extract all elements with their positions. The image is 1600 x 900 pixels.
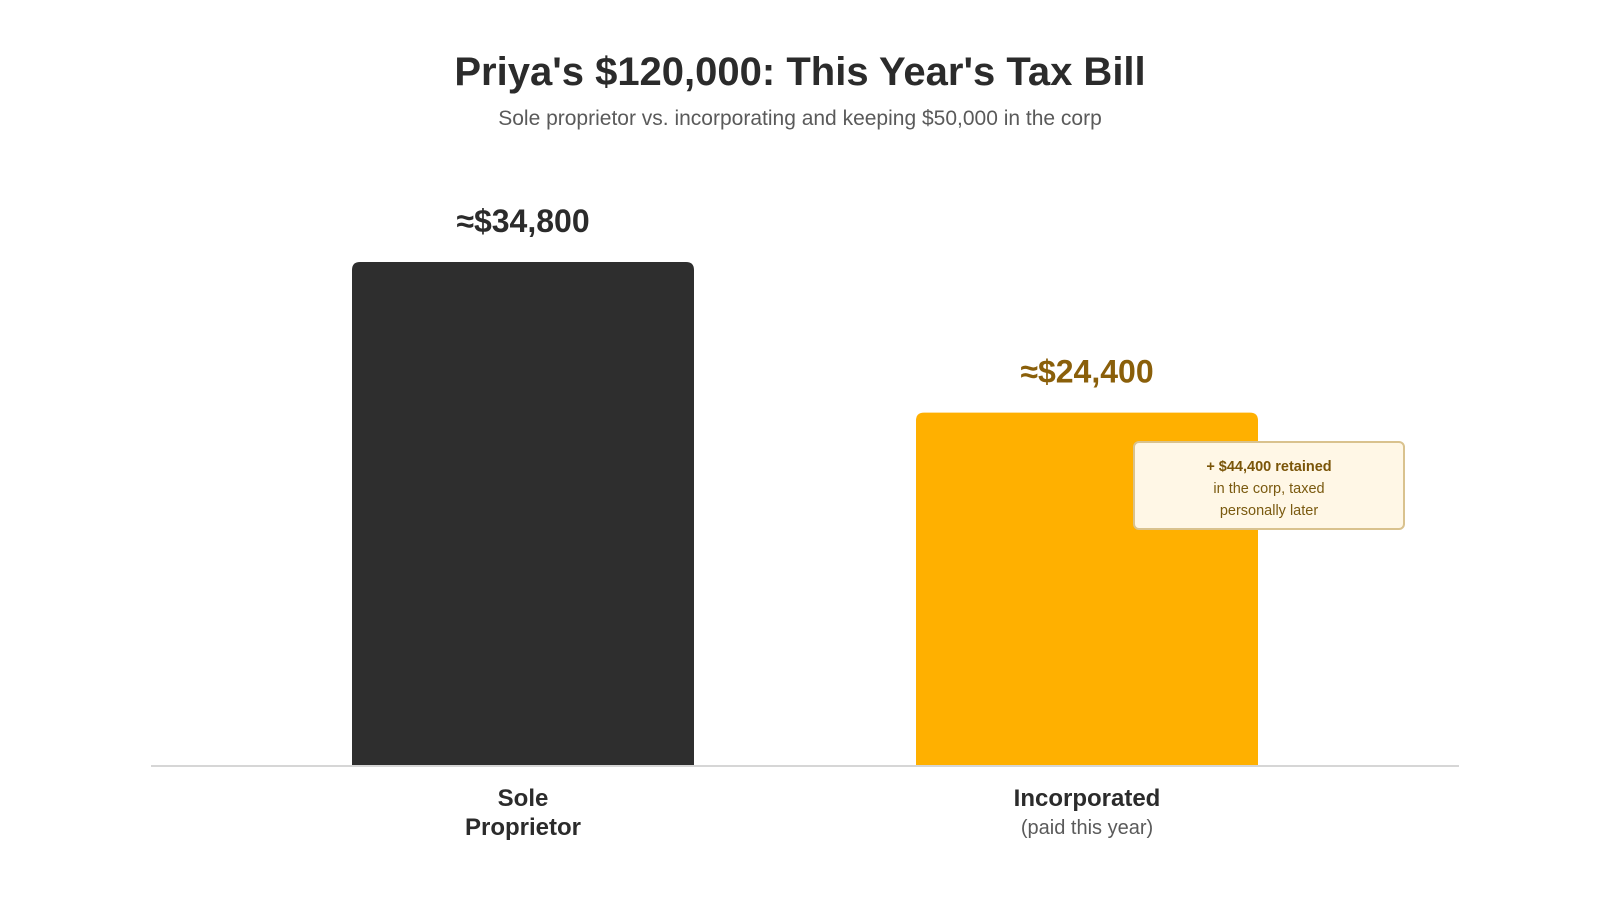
chart-title: Priya's $120,000: This Year's Tax Bill	[454, 50, 1146, 94]
category-label-incorporated: Incorporated	[1014, 785, 1161, 812]
category-sublabel-incorporated: (paid this year)	[1021, 817, 1153, 839]
category-label-sole-proprietor-line-1: Sole	[498, 785, 549, 812]
value-label-incorporated: ≈$24,400	[1020, 354, 1153, 390]
retained-annotation-callout: + $44,400 retained in the corp, taxed pe…	[1133, 441, 1405, 530]
chart-subtitle: Sole proprietor vs. incorporating and ke…	[498, 107, 1102, 130]
annotation-retained-amount: + $44,400 retained	[1206, 459, 1332, 475]
value-label-sole-proprietor: ≈$34,800	[456, 203, 589, 239]
category-label-sole-proprietor-line-2: Proprietor	[465, 814, 581, 841]
bar-sole-proprietor	[352, 262, 694, 766]
annotation-line-3: personally later	[1219, 503, 1319, 519]
annotation-line-2: in the corp, taxed	[1213, 481, 1325, 497]
